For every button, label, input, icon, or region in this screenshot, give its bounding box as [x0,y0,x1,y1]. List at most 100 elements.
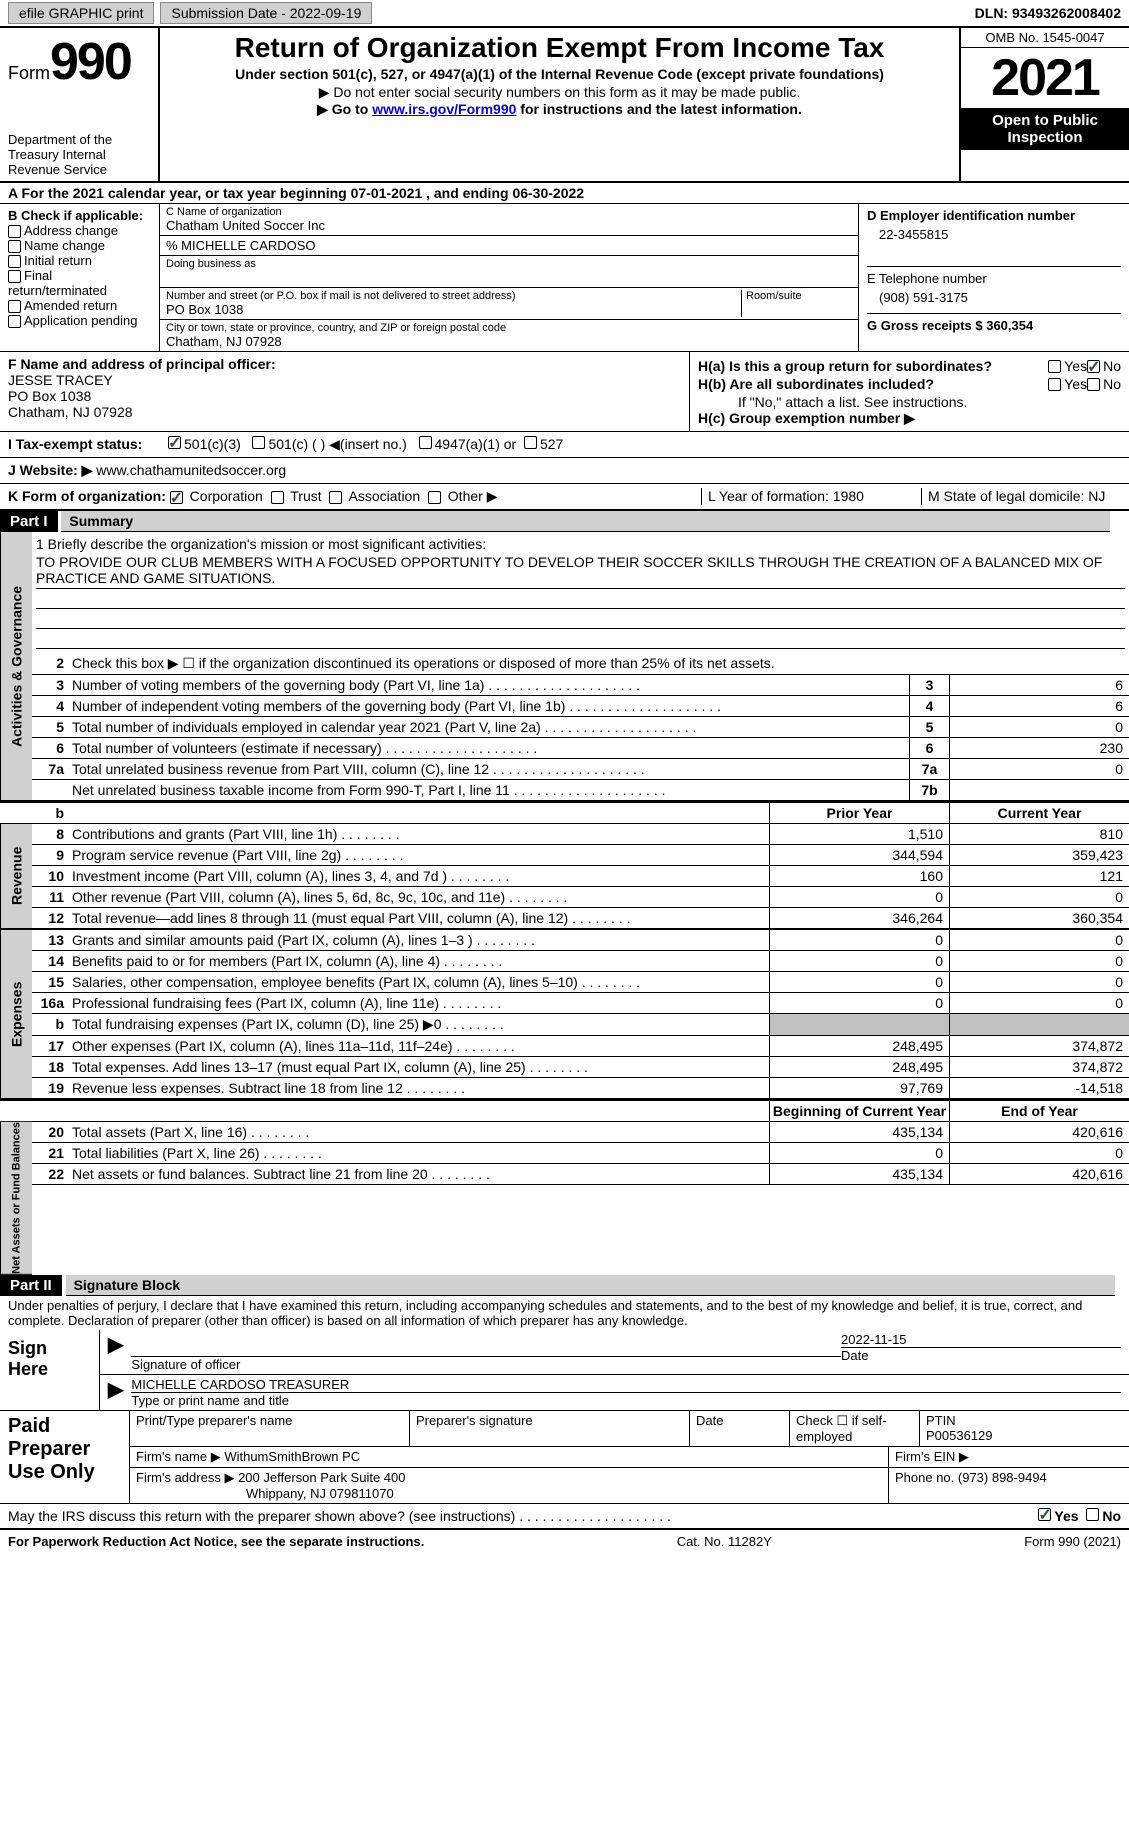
data-row: 10 Investment income (Part VIII, column … [32,866,1129,887]
block-bcd: B Check if applicable: Address change Na… [0,204,1129,352]
mission-block: 1 Briefly describe the organization's mi… [32,532,1129,653]
efile-btn[interactable]: efile GRAPHIC print [8,2,154,24]
prep-sig-lbl: Preparer's signature [416,1413,533,1428]
prep-name-lbl: Print/Type preparer's name [136,1413,292,1428]
omb-text: OMB No. 1545-0047 [961,28,1129,48]
chk-final[interactable] [8,270,21,283]
dln-text: DLN: 93493262008402 [975,5,1121,21]
addr2: Whippany, NJ 079811070 [136,1486,882,1501]
data-row: 14 Benefits paid to or for members (Part… [32,951,1129,972]
prep-date-lbl: Date [696,1413,723,1428]
section-f: F Name and address of principal officer:… [0,352,690,431]
chk-hb-yes[interactable] [1048,378,1061,391]
row-k: K Form of organization: Corporation Trus… [0,484,1129,511]
ha-yes: Yes [1064,358,1087,374]
section-b: B Check if applicable: Address change Na… [0,204,160,351]
sig-officer-lbl: Signature of officer [131,1357,240,1372]
sig-date-val: 2022-11-15 [841,1332,1121,1348]
na-header: Beginning of Current Year End of Year [0,1099,1129,1122]
opt-trust: Trust [290,488,321,504]
form-number: 990 [50,33,131,91]
col-end: End of Year [949,1101,1129,1121]
header-row: Form990 Department of the Treasury Inter… [0,28,1129,183]
sub3-post: for instructions and the latest informat… [516,101,801,117]
firm-ein: Firm's EIN ▶ [889,1447,1129,1467]
data-row: 19 Revenue less expenses. Subtract line … [32,1078,1129,1099]
mission-lbl: 1 Briefly describe the organization's mi… [36,536,1125,552]
chk-address[interactable] [8,225,21,238]
col-current: Current Year [949,803,1129,823]
data-row: 18 Total expenses. Add lines 13–17 (must… [32,1057,1129,1078]
chk-4947[interactable] [419,436,432,449]
hc-lbl: H(c) Group exemption number ▶ [698,410,915,426]
phone-lbl: E Telephone number [867,271,987,286]
chk-ha-yes[interactable] [1048,360,1061,373]
officer-lbl: F Name and address of principal officer: [8,356,276,372]
tax-year: 2021 [961,48,1129,108]
phone-val: (908) 591-3175 [867,286,1121,309]
chk-discuss-yes[interactable] [1038,1508,1051,1521]
data-row: 20 Total assets (Part X, line 16) 435,13… [32,1122,1129,1143]
opt-other: Other ▶ [448,488,498,504]
chk-assoc[interactable] [329,491,342,504]
hb-no: No [1103,376,1121,392]
side-na: Net Assets or Fund Balances [0,1122,32,1275]
inspection-text: Open to Public Inspection [961,108,1129,150]
data-row: 22 Net assets or fund balances. Subtract… [32,1164,1129,1185]
data-row: 17 Other expenses (Part IX, column (A), … [32,1036,1129,1057]
opt-address: Address change [24,223,118,238]
chk-trust[interactable] [271,491,284,504]
chk-discuss-no[interactable] [1086,1508,1099,1521]
chk-501c[interactable] [252,436,265,449]
care-of: % MICHELLE CARDOSO [160,236,858,256]
expenses-section: Expenses 13 Grants and similar amounts p… [0,929,1129,1099]
discuss-no: No [1102,1508,1121,1524]
submission-btn[interactable]: Submission Date - 2022-09-19 [160,2,372,24]
opt-501c: 501(c) ( ) ◀(insert no.) [268,436,406,453]
gov-row: 7a Total unrelated business revenue from… [32,759,1129,780]
paid-lbl: Paid Preparer Use Only [0,1411,130,1503]
opt-final: Final return/terminated [8,268,107,298]
addr1: 200 Jefferson Park Suite 400 [238,1470,405,1485]
ha-no: No [1103,358,1121,374]
sig-date-lbl: Date [841,1348,868,1363]
opt-527: 527 [540,436,563,453]
ein-lbl: D Employer identification number [867,208,1075,223]
opt-name: Name change [24,238,105,253]
chk-initial[interactable] [8,255,21,268]
data-row: 8 Contributions and grants (Part VIII, l… [32,824,1129,845]
row-fh: F Name and address of principal officer:… [0,352,1129,432]
discuss-row: May the IRS discuss this return with the… [0,1504,1129,1529]
addr-lbl: Firm's address ▶ [136,1470,238,1485]
org-name: Chatham United Soccer Inc [166,218,852,233]
chk-hb-no[interactable] [1087,378,1100,391]
chk-other[interactable] [428,491,441,504]
opt-pending: Application pending [24,313,137,328]
arrow-icon: ▶ [108,1332,123,1372]
chk-501c3[interactable] [168,436,181,449]
dba-lbl: Doing business as [166,258,852,270]
gross-receipts: G Gross receipts $ 360,354 [867,318,1033,333]
sec-b-label: B Check if applicable: [8,208,143,223]
chk-name[interactable] [8,240,21,253]
row-i: I Tax-exempt status: 501(c)(3) 501(c) ( … [0,432,1129,458]
penalties-text: Under penalties of perjury, I declare th… [0,1296,1129,1330]
col-begin: Beginning of Current Year [769,1101,949,1121]
opt-corp: Corporation [190,488,263,504]
irs-link[interactable]: www.irs.gov/Form990 [372,101,516,117]
paid-preparer-row: Paid Preparer Use Only Print/Type prepar… [0,1411,1129,1504]
data-row: 9 Program service revenue (Part VIII, li… [32,845,1129,866]
chk-527[interactable] [524,436,537,449]
gov-row: 5 Total number of individuals employed i… [32,717,1129,738]
top-bar: efile GRAPHIC print Submission Date - 20… [0,0,1129,28]
chk-amended[interactable] [8,300,21,313]
chk-pending[interactable] [8,315,21,328]
sig-name: MICHELLE CARDOSO TREASURER [131,1377,1121,1393]
chk-ha-no[interactable] [1087,360,1100,373]
state-domicile: M State of legal domicile: NJ [921,488,1121,505]
discuss-yes: Yes [1054,1508,1078,1524]
discuss-text: May the IRS discuss this return with the… [8,1508,671,1524]
chk-corp[interactable] [170,491,183,504]
data-row: b Total fundraising expenses (Part IX, c… [32,1014,1129,1036]
mission-text: TO PROVIDE OUR CLUB MEMBERS WITH A FOCUS… [36,552,1125,589]
